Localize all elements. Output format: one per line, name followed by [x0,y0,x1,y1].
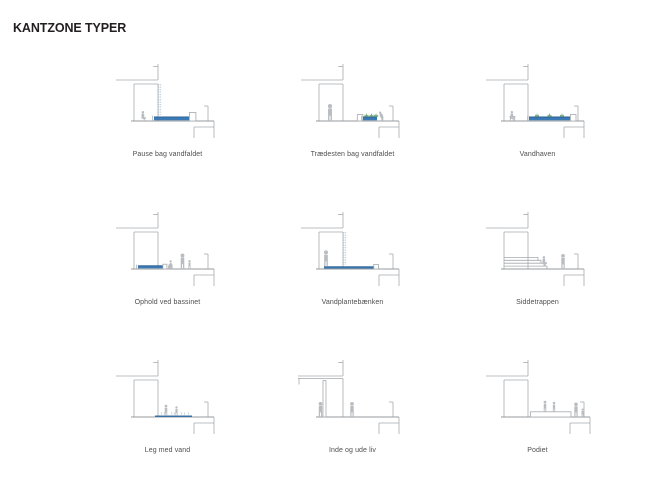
figure-caption: Pause bag vandfaldet [132,151,203,158]
figure-vandplantebaenken: Vandplantebænken [260,208,445,356]
figure-inde-og-ude-liv: Inde og ude liv [260,356,445,504]
section-drawing [115,212,214,286]
section-drawing [300,212,399,286]
section-drawing [485,360,590,434]
figure-vandhaven: Vandhaven [445,60,630,208]
figure-caption: Vandhaven [519,151,556,158]
figure-caption: Siddetrappen [516,299,559,306]
figure-caption: Trædesten bag vandfaldet [310,151,395,158]
section-drawing [300,64,399,138]
figure-podiet: Podiet [445,356,630,504]
figure-traedesten-bag-vandfaldet: Trædesten bag vandfaldet [260,60,445,208]
section-drawing [115,64,214,138]
figure-siddetrappen: Siddetrappen [445,208,630,356]
section-drawing [485,212,584,286]
figure-caption: Vandplantebænken [321,299,384,306]
section-drawing [485,64,584,138]
figure-pause-bag-vandfaldet: Pause bag vandfaldet [75,60,260,208]
figure-ophold-ved-bassinet: Ophold ved bassinet [75,208,260,356]
figure-caption: Leg med vand [144,447,191,454]
section-drawing [115,360,214,434]
figure-caption: Ophold ved bassinet [134,299,201,306]
page-title: KANTZONE TYPER [13,21,127,36]
figure-leg-med-vand: Leg med vand [75,356,260,504]
figure-caption: Podiet [527,447,548,454]
figure-caption: Inde og ude liv [328,447,377,454]
section-drawing [297,360,399,434]
figure-grid: Pause bag vandfaldet Trædesten bag vandf… [75,60,630,504]
